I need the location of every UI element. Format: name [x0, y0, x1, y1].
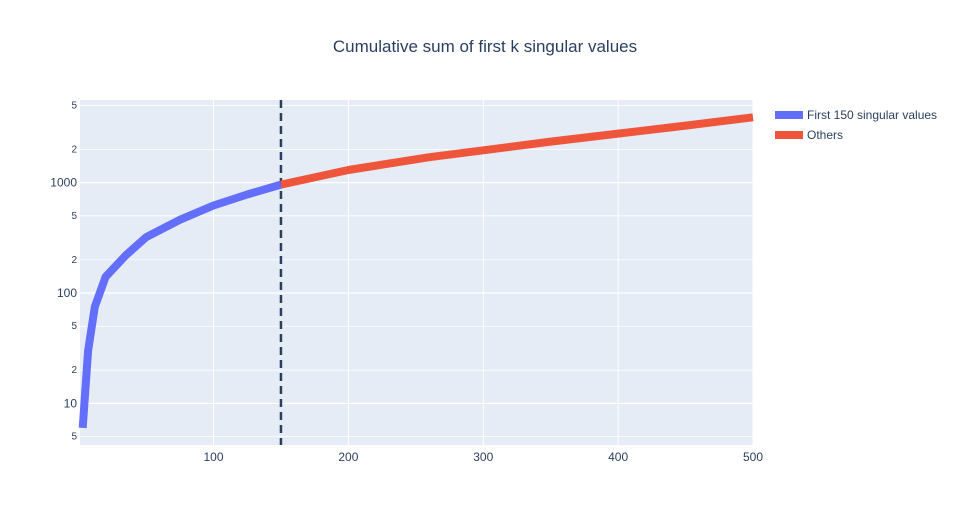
x-tick-label: 400 [608, 450, 628, 464]
y-tick-label: 1000 [50, 176, 77, 190]
x-tick-label: 500 [743, 450, 763, 464]
legend-label[interactable]: Others [807, 128, 843, 142]
grid-lines [80, 100, 754, 445]
y-minor-tick-label: 5 [71, 211, 77, 222]
legend-label[interactable]: First 150 singular values [807, 108, 937, 122]
y-minor-tick-label: 2 [71, 144, 77, 155]
chart-title: Cumulative sum of first k singular value… [333, 37, 637, 56]
x-axis-ticks: 100 200 300 400 500 [204, 450, 764, 464]
y-minor-tick-label: 5 [71, 432, 77, 443]
y-minor-tick-label: 2 [71, 365, 77, 376]
x-tick-label: 200 [338, 450, 358, 464]
series-line-2 [280, 113, 754, 189]
x-tick-label: 300 [473, 450, 493, 464]
y-axis-ticks: 10 100 1000 5 2 5 2 5 2 5 [50, 100, 77, 442]
series-layer [78, 113, 754, 429]
plot-background [80, 100, 753, 445]
y-minor-tick-label: 2 [71, 255, 77, 266]
series-line-1 [78, 180, 283, 429]
y-minor-tick-label: 5 [71, 321, 77, 332]
y-tick-label: 10 [64, 396, 78, 410]
y-minor-tick-label: 5 [71, 100, 77, 111]
x-tick-label: 100 [204, 450, 224, 464]
legend[interactable]: First 150 singular values Others [775, 108, 937, 142]
y-tick-label: 100 [57, 286, 77, 300]
